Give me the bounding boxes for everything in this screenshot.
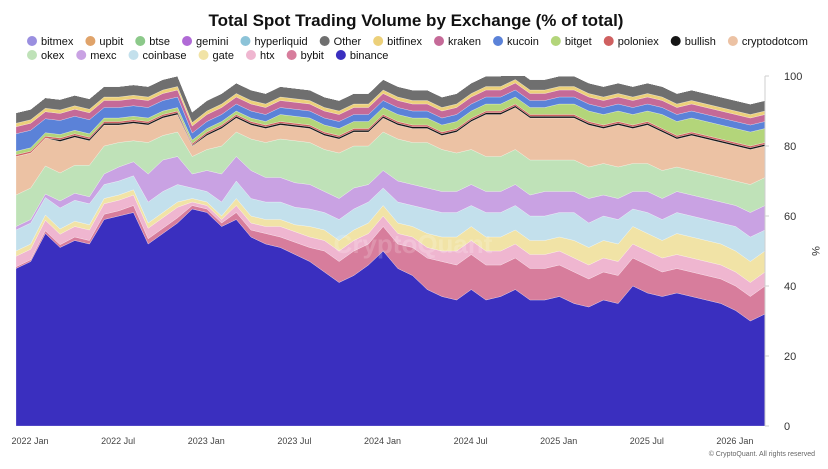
legend-label-kraken: kraken	[448, 36, 481, 48]
chart-title: Total Spot Trading Volume by Exchange (%…	[209, 11, 624, 30]
legend-swatch-mexc	[76, 50, 87, 60]
legend-label-okex: okex	[41, 50, 65, 62]
legend-item-bybit[interactable]: bybit	[286, 50, 324, 62]
legend: bitmex upbit btse gemini hyperliquid Other bit…	[27, 36, 808, 62]
credit-text: © CryptoQuant. All rights reserved	[709, 450, 815, 458]
x-axis: 2022 Jan 2022 Jul 2023 Jan 2023 Jul 2024 Jan…	[11, 436, 753, 446]
x-tick-label: 2022 Jan	[11, 436, 48, 446]
area-series-bitmex[interactable]	[16, 69, 765, 113]
legend-item-bitfinex[interactable]: bitfinex	[373, 36, 423, 48]
legend-item-bitget[interactable]: bitget	[550, 36, 592, 48]
legend-label-hyperliquid: hyperliquid	[254, 36, 307, 48]
legend-item-coinbase[interactable]: coinbase	[128, 50, 187, 62]
legend-swatch-binance	[335, 50, 346, 60]
legend-swatch-hyperliquid	[240, 36, 251, 46]
x-tick-label: 2025 Jan	[540, 436, 577, 446]
legend-swatch-bitmex	[27, 36, 37, 46]
legend-item-bullish[interactable]: bullish	[670, 36, 716, 48]
legend-item-hyperliquid[interactable]: hyperliquid	[240, 36, 308, 48]
legend-label-coinbase: coinbase	[143, 50, 187, 62]
y-tick-label: 40	[784, 281, 796, 293]
legend-swatch-other	[319, 36, 330, 46]
legend-swatch-coinbase	[128, 50, 139, 60]
legend-swatch-bitget	[550, 36, 561, 46]
legend-label-upbit: upbit	[99, 36, 123, 48]
watermark: CryptoQuant	[334, 229, 493, 259]
y-axis-label: %	[809, 246, 821, 256]
legend-swatch-gate	[198, 50, 209, 60]
legend-item-htx[interactable]: htx	[245, 50, 275, 62]
legend-swatch-gemini	[182, 36, 193, 46]
legend-swatch-htx	[245, 50, 256, 60]
legend-swatch-kucoin	[493, 36, 504, 46]
x-tick-label: 2022 Jul	[101, 436, 135, 446]
y-tick-label: 80	[784, 141, 796, 153]
legend-item-cryptodotcom[interactable]: cryptodotcom	[727, 36, 808, 48]
legend-item-mexc[interactable]: mexc	[76, 50, 117, 62]
legend-label-kucoin: kucoin	[507, 36, 539, 48]
x-tick-label: 2026 Jan	[716, 436, 753, 446]
x-tick-label: 2025 Jul	[630, 436, 664, 446]
legend-swatch-upbit	[85, 36, 96, 46]
y-tick-label: 20	[784, 351, 796, 363]
legend-swatch-btse	[135, 36, 146, 46]
legend-label-bitmex: bitmex	[41, 36, 74, 48]
legend-label-mexc: mexc	[90, 50, 117, 62]
legend-item-kraken[interactable]: kraken	[434, 36, 481, 48]
legend-item-upbit[interactable]: upbit	[85, 36, 123, 48]
legend-label-bitget: bitget	[565, 36, 592, 48]
legend-label-bullish: bullish	[685, 36, 716, 48]
x-tick-label: 2024 Jan	[364, 436, 401, 446]
x-tick-label: 2023 Jul	[277, 436, 311, 446]
legend-label-binance: binance	[350, 50, 389, 62]
legend-label-btse: btse	[149, 36, 170, 48]
y-axis: 0 20 40 60 80 100	[764, 71, 802, 433]
legend-swatch-kraken	[434, 36, 445, 46]
legend-item-bitmex[interactable]: bitmex	[27, 36, 74, 48]
legend-item-btse[interactable]: btse	[135, 36, 170, 48]
x-tick-label: 2023 Jan	[188, 436, 225, 446]
legend-swatch-bybit	[286, 50, 297, 60]
legend-item-other[interactable]: Other	[319, 36, 362, 48]
legend-item-gemini[interactable]: gemini	[182, 36, 228, 48]
y-tick-label: 100	[784, 71, 802, 83]
y-tick-label: 60	[784, 211, 796, 223]
legend-swatch-poloniex	[603, 36, 614, 46]
legend-label-cryptodotcom: cryptodotcom	[742, 36, 808, 48]
legend-item-kucoin[interactable]: kucoin	[493, 36, 539, 48]
legend-label-poloniex: poloniex	[618, 36, 659, 48]
y-tick-label: 0	[784, 421, 790, 433]
legend-swatch-okex	[27, 50, 37, 60]
legend-label-htx: htx	[260, 50, 275, 62]
legend-label-gate: gate	[213, 50, 234, 62]
legend-swatch-bullish	[670, 36, 681, 46]
legend-label-bybit: bybit	[301, 50, 324, 62]
legend-item-okex[interactable]: okex	[27, 50, 65, 62]
plot-area	[16, 69, 765, 426]
legend-item-binance[interactable]: binance	[335, 50, 389, 62]
legend-label-bitfinex: bitfinex	[387, 36, 422, 48]
legend-swatch-cryptodotcom	[727, 36, 738, 46]
legend-item-gate[interactable]: gate	[198, 50, 234, 62]
legend-label-gemini: gemini	[196, 36, 228, 48]
legend-label-other: Other	[334, 36, 362, 48]
legend-swatch-bitfinex	[373, 36, 384, 46]
x-tick-label: 2024 Jul	[454, 436, 488, 446]
legend-item-poloniex[interactable]: poloniex	[603, 36, 659, 48]
